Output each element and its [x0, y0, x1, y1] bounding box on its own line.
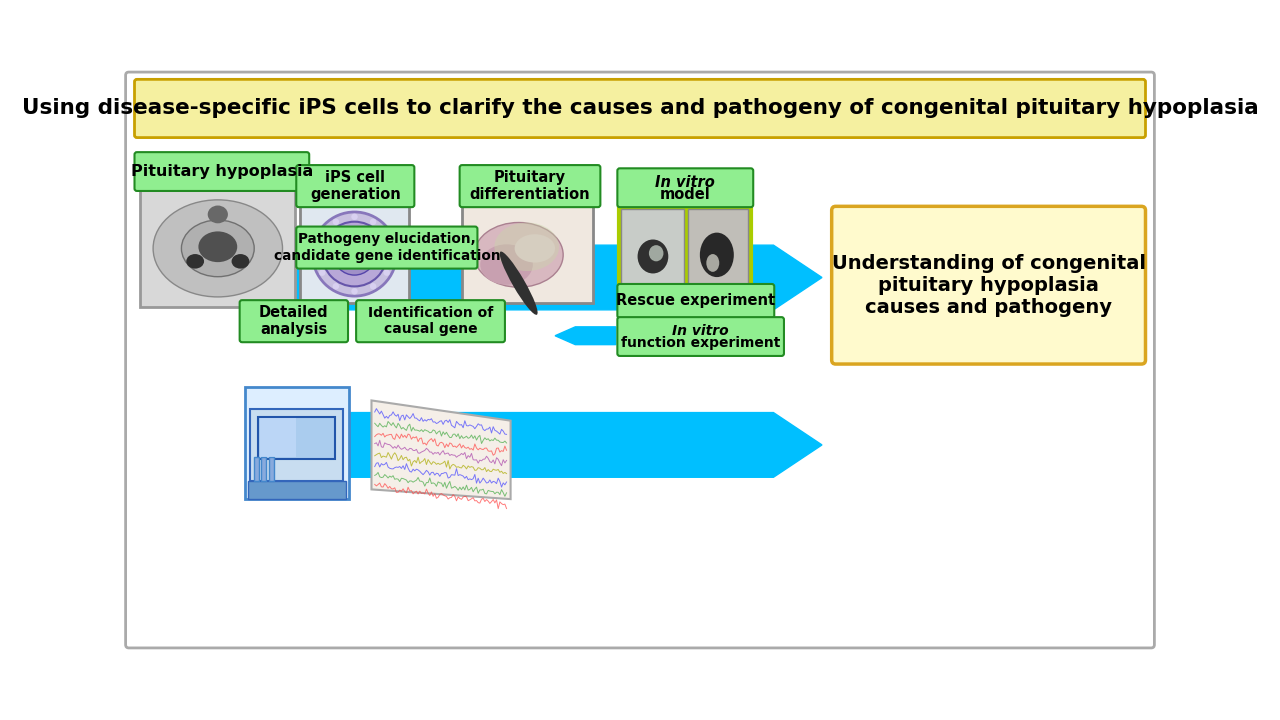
Bar	[301, 204, 410, 303]
Ellipse shape	[707, 254, 719, 272]
FancyBboxPatch shape	[617, 284, 774, 318]
Circle shape	[384, 233, 390, 239]
FancyBboxPatch shape	[617, 317, 783, 356]
Circle shape	[388, 251, 396, 257]
Circle shape	[351, 288, 357, 294]
Circle shape	[333, 283, 339, 289]
Text: In vitro: In vitro	[655, 174, 716, 189]
FancyBboxPatch shape	[460, 165, 600, 207]
Text: Pathogeny elucidation,
candidate gene identification: Pathogeny elucidation, candidate gene id…	[274, 233, 500, 263]
Circle shape	[334, 233, 375, 275]
Bar	[261, 457, 266, 481]
Ellipse shape	[700, 233, 733, 277]
Ellipse shape	[480, 244, 532, 285]
Circle shape	[351, 214, 357, 220]
Circle shape	[323, 222, 387, 287]
Ellipse shape	[207, 205, 228, 223]
Bar	[462, 204, 593, 303]
FancyArrow shape	[296, 245, 822, 310]
Circle shape	[314, 251, 320, 257]
Bar	[255, 457, 259, 481]
Ellipse shape	[187, 254, 204, 269]
FancyBboxPatch shape	[296, 227, 477, 269]
Text: Understanding of congenital
pituitary hypoplasia
causes and pathogeny: Understanding of congenital pituitary hy…	[832, 254, 1146, 317]
Text: iPS cell
generation: iPS cell generation	[310, 170, 401, 202]
Circle shape	[319, 269, 325, 276]
Ellipse shape	[232, 254, 250, 269]
Bar	[250, 408, 343, 481]
FancyArrow shape	[556, 327, 616, 345]
Ellipse shape	[494, 222, 559, 271]
Bar	[246, 387, 349, 499]
Text: Using disease-specific iPS cells to clarify the causes and pathogeny of congenit: Using disease-specific iPS cells to clar…	[22, 99, 1258, 119]
FancyBboxPatch shape	[356, 300, 504, 342]
Bar	[141, 188, 296, 307]
Text: function experiment: function experiment	[621, 336, 781, 350]
Bar	[687, 209, 749, 302]
Bar	[259, 417, 335, 459]
Ellipse shape	[649, 245, 663, 261]
Text: Pituitary hypoplasia: Pituitary hypoplasia	[131, 164, 314, 179]
Text: Identification of
causal gene: Identification of causal gene	[367, 306, 493, 336]
Ellipse shape	[515, 234, 556, 263]
Circle shape	[370, 219, 376, 225]
Bar	[248, 481, 347, 499]
Bar	[621, 209, 685, 302]
FancyBboxPatch shape	[125, 72, 1155, 648]
Circle shape	[312, 212, 397, 296]
Bar	[260, 418, 296, 457]
Text: Rescue experiment: Rescue experiment	[616, 294, 776, 308]
Text: model: model	[660, 186, 710, 202]
Ellipse shape	[182, 220, 255, 276]
FancyBboxPatch shape	[617, 168, 753, 207]
FancyBboxPatch shape	[134, 152, 310, 191]
Ellipse shape	[499, 251, 538, 315]
FancyBboxPatch shape	[239, 300, 348, 342]
Text: Pituitary
differentiation: Pituitary differentiation	[470, 170, 590, 202]
Circle shape	[384, 269, 390, 276]
Circle shape	[319, 233, 325, 239]
Ellipse shape	[637, 240, 668, 274]
Circle shape	[370, 283, 376, 289]
FancyBboxPatch shape	[832, 207, 1146, 364]
FancyArrow shape	[248, 413, 822, 477]
FancyBboxPatch shape	[296, 165, 415, 207]
Text: Detailed
analysis: Detailed analysis	[259, 305, 329, 338]
Ellipse shape	[154, 200, 283, 297]
Text: In vitro: In vitro	[672, 324, 730, 338]
Ellipse shape	[474, 222, 563, 287]
Polygon shape	[371, 400, 511, 499]
FancyBboxPatch shape	[134, 79, 1146, 138]
Circle shape	[333, 219, 339, 225]
Ellipse shape	[198, 231, 237, 262]
Bar	[269, 457, 274, 481]
Bar	[620, 207, 751, 305]
